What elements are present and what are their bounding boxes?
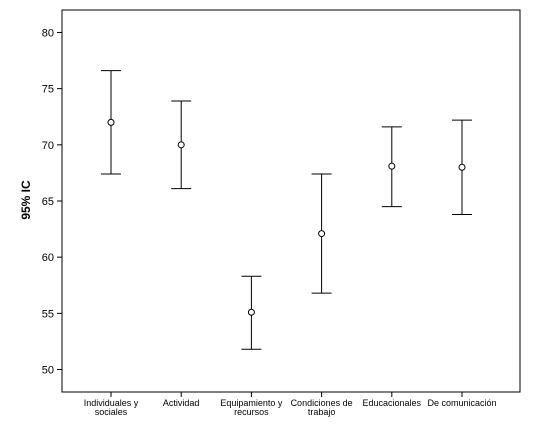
x-tick-label: Condiciones de trabajo: [291, 398, 353, 417]
y-tick-label: 55: [42, 308, 54, 320]
mean-point: [177, 141, 185, 149]
x-tick-label: Educacionales: [363, 398, 422, 408]
error-bar: [101, 70, 121, 175]
y-tick-label: 50: [42, 365, 54, 377]
plot-frame: [61, 9, 521, 393]
x-tick-label-line: Educacionales: [363, 398, 422, 408]
mean-point: [247, 308, 255, 316]
error-bar: [311, 173, 332, 294]
error-bar: [171, 100, 192, 190]
error-bar: [241, 275, 262, 350]
y-tick-label: 60: [42, 252, 54, 264]
mean-point: [318, 230, 326, 238]
x-tick-label-line: sociales: [95, 407, 128, 417]
error-bar: [452, 119, 472, 215]
x-tick-label-line: Equipamiento y: [220, 398, 283, 408]
error-bars: [101, 70, 472, 350]
x-tick-label-line: Actividad: [163, 398, 200, 408]
mean-point: [458, 163, 466, 171]
x-tick-label-line: De comunicación: [427, 398, 496, 408]
x-tick-label: Equipamiento y recursos: [220, 398, 283, 417]
x-tick-label: Individuales y sociales: [84, 398, 139, 417]
y-tick-label: 70: [42, 140, 54, 152]
y-tick-label: 65: [42, 196, 54, 208]
y-tick-label: 80: [42, 27, 54, 39]
error-bar: [381, 126, 402, 208]
y-axis: 50 55 60 65 70 75 80: [42, 27, 62, 377]
y-axis-label: 95% IC: [19, 180, 33, 220]
x-tick-label-line: Individuales y: [84, 398, 139, 408]
x-tick-label-line: Condiciones de: [291, 398, 353, 408]
mean-point: [388, 162, 396, 170]
x-tick-label: De comunicación: [427, 398, 496, 408]
y-tick-label: 75: [42, 84, 54, 96]
mean-point: [107, 118, 115, 126]
x-tick-label-line: recursos: [234, 407, 269, 417]
x-tick-label-line: trabajo: [308, 407, 336, 417]
x-axis: Individuales y sociales Actividad Equipamie…: [84, 392, 497, 417]
x-tick-label: Actividad: [163, 398, 200, 408]
